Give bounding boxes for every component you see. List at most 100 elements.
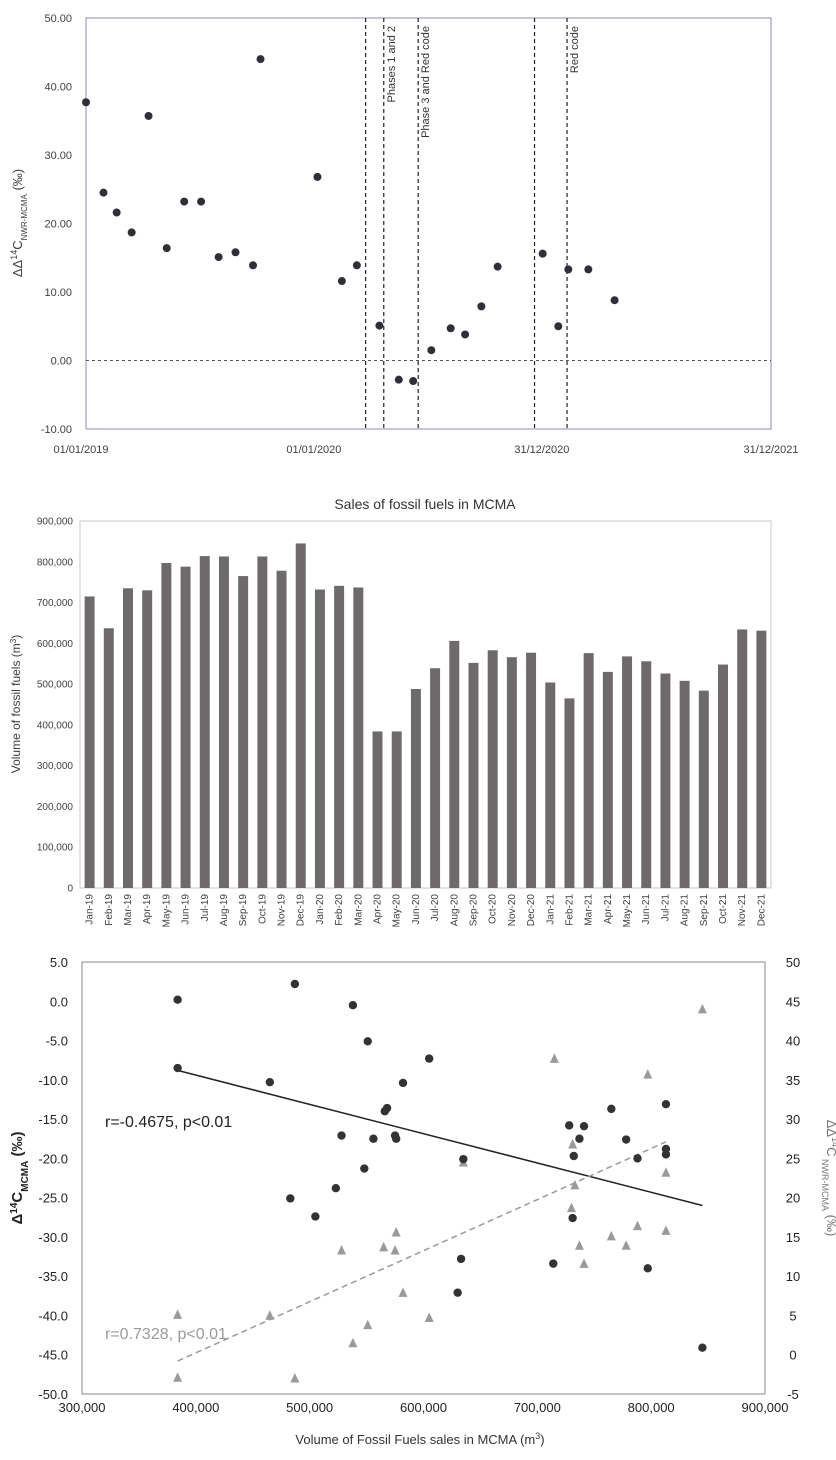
- x-tick-label: May-21: [622, 894, 633, 928]
- bar: [103, 628, 114, 888]
- bar: [257, 556, 268, 888]
- bar: [487, 650, 498, 888]
- x-tick-label: Jun-21: [641, 894, 652, 925]
- triangle-data-point: [566, 1202, 576, 1213]
- data-point: [394, 375, 403, 384]
- x-tick-label: May-20: [392, 894, 403, 928]
- y-left-tick-label: -30.0: [38, 1230, 68, 1245]
- circle-data-point: [661, 1099, 671, 1109]
- y-left-tick-label: -35.0: [38, 1269, 68, 1284]
- x-tick-label: Sep-21: [699, 894, 710, 927]
- y-tick-label: 50.00: [44, 13, 72, 25]
- y-tick-label: 30.00: [44, 150, 72, 162]
- circle-data-point: [286, 1194, 295, 1203]
- x-tick-label: Feb-21: [564, 894, 575, 926]
- triangle-data-point: [337, 1245, 347, 1255]
- triangle-data-point: [621, 1240, 631, 1250]
- y-right-tick-label: 40: [786, 1034, 800, 1049]
- x-tick-label: Apr-19: [142, 894, 153, 924]
- y-tick-label: 900,000: [37, 517, 74, 528]
- data-point: [461, 330, 470, 339]
- y-right-tick-label: 45: [786, 994, 800, 1009]
- bar: [756, 630, 767, 888]
- circle-data-point: [382, 1103, 392, 1113]
- data-point: [313, 172, 322, 181]
- data-point: [99, 188, 108, 197]
- y-right-tick-label: 30: [786, 1112, 800, 1127]
- x-tick-label: Mar-21: [584, 894, 595, 926]
- y-left-tick-label: -5.0: [46, 1034, 68, 1049]
- x-tick-label: 31/12/2020: [514, 444, 569, 456]
- triangle-data-point: [290, 1373, 300, 1383]
- x-tick-label: Sep-19: [238, 894, 249, 927]
- data-point: [337, 277, 346, 286]
- circle-data-point: [360, 1164, 369, 1173]
- triangle-data-point: [606, 1230, 616, 1241]
- bar: [430, 668, 441, 888]
- bar: [353, 587, 364, 888]
- x-tick-label: 800,000: [628, 1400, 675, 1415]
- bar: [314, 589, 325, 888]
- data-point: [127, 228, 136, 237]
- x-tick-label: Oct-19: [257, 894, 268, 924]
- y-right-tick-label: -5: [787, 1387, 799, 1402]
- bar: [276, 570, 287, 888]
- annotation-r-left: r=-0.4675, p<0.01: [105, 1114, 232, 1131]
- circle-data-point: [348, 1001, 358, 1010]
- data-point: [231, 248, 240, 257]
- trendline-left-axis: [177, 1069, 703, 1207]
- circle-data-point: [575, 1134, 584, 1143]
- bar: [641, 661, 652, 888]
- x-tick-label: 300,000: [59, 1400, 106, 1415]
- correlation-scatter-chart: -50.0-45.0-40.0-35.0-30.0-25.0-20.0-15.0…: [9, 955, 836, 1447]
- phase-label: Red code: [569, 26, 581, 73]
- data-point: [249, 261, 258, 270]
- y-tick-label: 0.00: [51, 356, 72, 368]
- data-point: [554, 322, 563, 331]
- y-tick-label: 700,000: [37, 598, 74, 609]
- bar: [737, 629, 748, 888]
- y-axis-title: Volume of fossil fuels (m3): [9, 635, 24, 774]
- x-axis-title: Volume of Fossil Fuels sales in MCMA (m3…: [295, 1431, 544, 1447]
- bar: [698, 690, 709, 888]
- plot-area-frame: [85, 17, 772, 430]
- circle-data-point: [633, 1154, 642, 1163]
- circle-data-point: [549, 1259, 558, 1268]
- circle-data-point: [290, 979, 300, 989]
- triangle-data-point: [390, 1245, 400, 1255]
- bar: [295, 543, 306, 888]
- y-tick-label: 300,000: [37, 761, 74, 772]
- bar: [142, 590, 153, 888]
- bar: [122, 588, 133, 888]
- y-tick-label: 400,000: [37, 720, 74, 731]
- x-tick-label: 31/12/2021: [743, 444, 798, 456]
- triangle-data-point: [568, 1138, 578, 1149]
- circle-data-point: [398, 1078, 408, 1088]
- triangle-data-point: [265, 1310, 275, 1320]
- bar: [410, 689, 421, 888]
- y-left-tick-label: -20.0: [38, 1151, 68, 1166]
- triangle-data-point: [173, 1372, 183, 1382]
- y-right-tick-label: 15: [786, 1230, 800, 1245]
- circle-data-point: [363, 1037, 372, 1046]
- x-tick-label: Apr-21: [603, 894, 614, 924]
- data-point: [214, 253, 223, 262]
- y-left-tick-label: -15.0: [38, 1112, 68, 1127]
- plot-area-frame: [81, 961, 766, 1395]
- bar: [468, 662, 479, 888]
- fossil-fuel-sales-bar-chart: Sales of fossil fuels in MCMA 0 100,000 20…: [9, 496, 772, 928]
- y-tick-label: 100,000: [37, 843, 74, 854]
- x-tick-label: Jul-20: [430, 894, 441, 922]
- triangle-data-point: [661, 1225, 671, 1235]
- bar: [218, 556, 229, 888]
- x-tick-label: Jan-20: [315, 894, 326, 925]
- x-tick-label: Oct-21: [718, 894, 729, 924]
- plot-area-frame: [79, 520, 772, 889]
- triangle-data-point: [643, 1069, 653, 1079]
- circle-data-point: [453, 1288, 462, 1297]
- data-point: [564, 265, 573, 274]
- x-tick-label: Sep-20: [468, 894, 479, 927]
- bar: [660, 673, 671, 888]
- y-tick-label: 200,000: [37, 802, 74, 813]
- x-tick-label: 400,000: [172, 1400, 219, 1415]
